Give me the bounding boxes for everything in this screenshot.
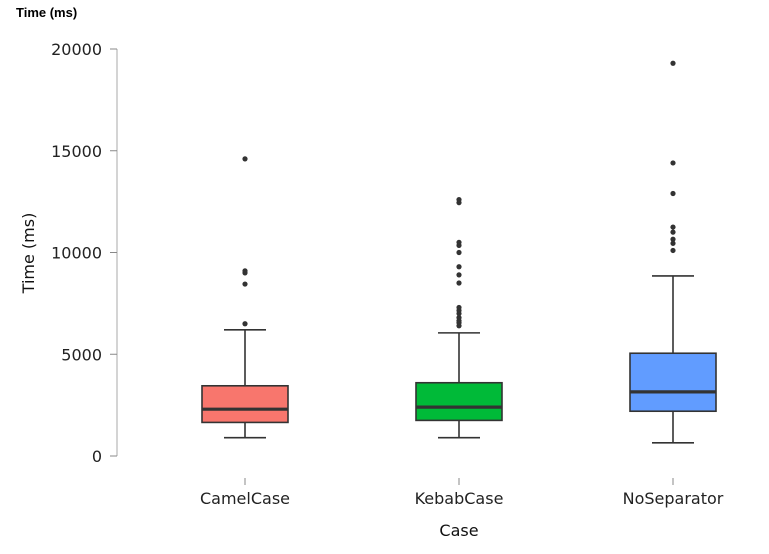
outlier-point bbox=[456, 280, 462, 286]
x-tick-label: KebabCase bbox=[415, 489, 504, 508]
outlier-point bbox=[456, 315, 462, 321]
box-group bbox=[629, 60, 717, 444]
x-tick-label: CamelCase bbox=[200, 489, 290, 508]
outlier-point bbox=[670, 160, 676, 166]
outlier-point bbox=[456, 249, 462, 256]
x-axis: CamelCase KebabCase NoSeparator bbox=[200, 478, 724, 508]
outlier-point bbox=[456, 264, 462, 270]
outlier-point bbox=[456, 272, 462, 278]
y-axis: 0 5000 10000 15000 20000 bbox=[51, 40, 118, 466]
outlier-point bbox=[456, 196, 462, 203]
outlier-point bbox=[670, 229, 676, 235]
x-axis-title: Case bbox=[439, 521, 478, 540]
box-iqr bbox=[415, 381, 503, 422]
y-tick-label: 0 bbox=[92, 447, 102, 466]
outlier-point bbox=[670, 190, 676, 197]
y-tick-label: 5000 bbox=[61, 345, 102, 364]
y-tick-label: 15000 bbox=[51, 142, 102, 161]
box-group bbox=[415, 196, 503, 439]
outlier-point bbox=[670, 247, 676, 254]
outlier-point bbox=[670, 224, 676, 230]
outlier-point bbox=[670, 60, 676, 66]
outlier-point bbox=[242, 268, 248, 274]
outlier-point bbox=[670, 240, 676, 246]
chart-title: Time (ms) bbox=[16, 5, 78, 20]
outlier-point bbox=[242, 281, 248, 287]
y-axis-title: Time (ms) bbox=[19, 213, 38, 295]
outlier-point bbox=[242, 321, 248, 327]
box-iqr bbox=[201, 384, 289, 424]
x-tick-label: NoSeparator bbox=[623, 489, 724, 508]
box-group bbox=[201, 156, 289, 439]
outlier-point bbox=[456, 304, 462, 311]
y-tick-label: 20000 bbox=[51, 40, 102, 59]
outlier-point bbox=[456, 239, 462, 245]
outlier-point bbox=[242, 156, 248, 162]
box-iqr bbox=[629, 352, 717, 413]
outlier-point bbox=[670, 236, 676, 242]
boxes bbox=[201, 60, 717, 444]
y-tick-label: 10000 bbox=[51, 244, 102, 263]
